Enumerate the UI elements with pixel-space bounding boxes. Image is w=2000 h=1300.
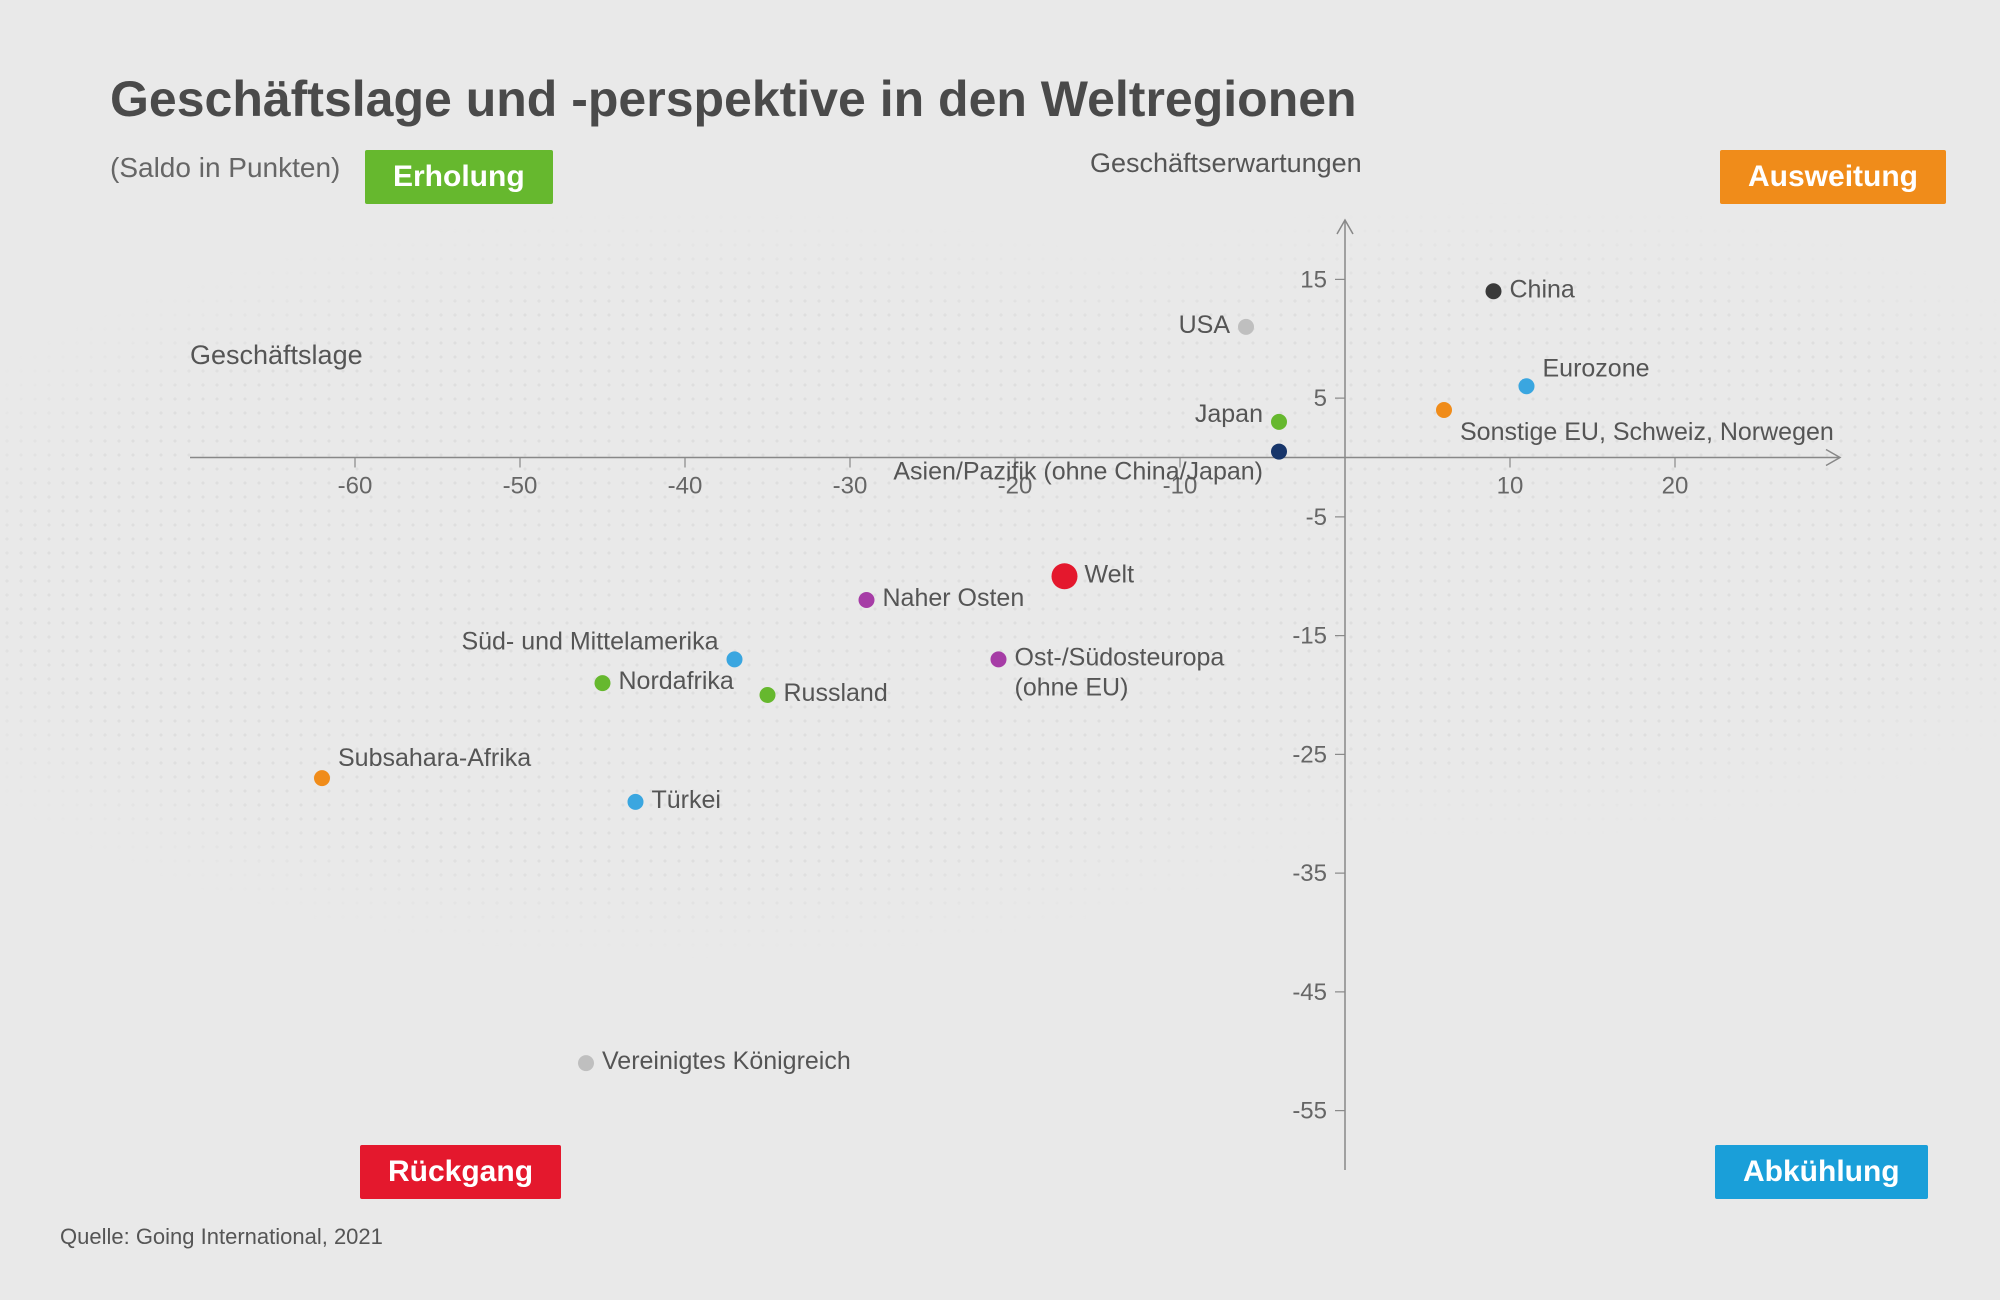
page: Geschäftslage und -perspektive in den We… bbox=[0, 0, 2000, 1300]
data-point-label: China bbox=[1510, 275, 1575, 303]
data-point bbox=[859, 592, 875, 608]
data-point bbox=[727, 651, 743, 667]
scatter-chart: -60-50-40-30-20-101020-55-45-35-25-15-55… bbox=[180, 200, 1880, 1200]
quadrant-label-ausweitung: Ausweitung bbox=[1720, 150, 1946, 204]
y-tick-label: -5 bbox=[1306, 504, 1327, 531]
data-point bbox=[991, 651, 1007, 667]
data-point-label: Süd- und Mittelamerika bbox=[461, 627, 718, 655]
data-point-label: Türkei bbox=[652, 786, 721, 814]
data-point bbox=[1519, 378, 1535, 394]
data-point bbox=[1271, 444, 1287, 460]
x-tick-label: 20 bbox=[1662, 473, 1689, 500]
x-tick-label: -50 bbox=[503, 473, 538, 500]
data-point bbox=[578, 1055, 594, 1071]
y-tick-label: -55 bbox=[1292, 1098, 1327, 1125]
chart-title: Geschäftslage und -perspektive in den We… bbox=[110, 70, 1357, 128]
data-point-label: Asien/Pazifik (ohne China/Japan) bbox=[893, 458, 1263, 486]
data-point-label: Nordafrika bbox=[619, 667, 734, 695]
data-point bbox=[1238, 319, 1254, 335]
chart-subtitle: (Saldo in Punkten) bbox=[110, 152, 340, 184]
data-point-label: Japan bbox=[1195, 400, 1263, 428]
y-tick-label: -25 bbox=[1292, 741, 1327, 768]
data-point bbox=[1436, 402, 1452, 418]
data-point bbox=[595, 675, 611, 691]
y-tick-label: 15 bbox=[1300, 266, 1327, 293]
data-point bbox=[628, 794, 644, 810]
data-point bbox=[1486, 283, 1502, 299]
data-point-label: Ost-/Südosteuropa bbox=[1015, 643, 1225, 671]
data-point-label: Vereinigtes Königreich bbox=[602, 1047, 851, 1075]
y-tick-label: -45 bbox=[1292, 979, 1327, 1006]
data-point bbox=[1271, 414, 1287, 430]
data-point-label: (ohne EU) bbox=[1015, 673, 1129, 701]
y-tick-label: -15 bbox=[1292, 623, 1327, 650]
x-tick-label: -40 bbox=[668, 473, 703, 500]
x-tick-label: -60 bbox=[338, 473, 373, 500]
source-attribution: Quelle: Going International, 2021 bbox=[60, 1224, 383, 1250]
data-point-label: Naher Osten bbox=[883, 584, 1025, 612]
x-tick-label: 10 bbox=[1497, 473, 1524, 500]
data-point bbox=[760, 687, 776, 703]
data-point-label: USA bbox=[1179, 311, 1231, 339]
data-point-label: Eurozone bbox=[1543, 354, 1650, 382]
y-tick-label: 5 bbox=[1314, 385, 1327, 412]
data-point-label: Sonstige EU, Schweiz, Norwegen bbox=[1460, 418, 1834, 446]
quadrant-label-erholung: Erholung bbox=[365, 150, 553, 204]
data-point-label: Welt bbox=[1085, 560, 1135, 588]
data-point-label: Subsahara-Afrika bbox=[338, 744, 531, 772]
data-point bbox=[1052, 563, 1078, 589]
y-tick-label: -35 bbox=[1292, 860, 1327, 887]
y-axis-label: Geschäftserwartungen bbox=[1090, 148, 1362, 179]
data-point-label: Russland bbox=[784, 679, 888, 707]
data-point bbox=[314, 770, 330, 786]
x-tick-label: -30 bbox=[833, 473, 868, 500]
